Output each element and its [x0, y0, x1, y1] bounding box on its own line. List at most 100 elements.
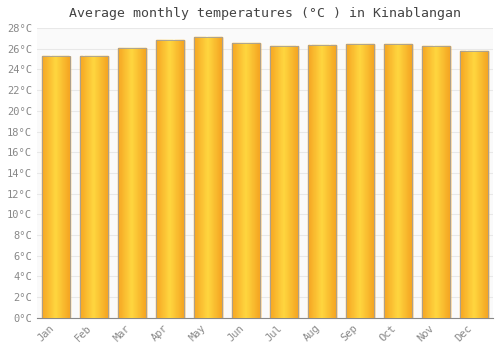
Bar: [205, 37, 206, 318]
Bar: [91, 56, 92, 318]
Bar: [308, 44, 336, 318]
Bar: [65, 56, 66, 318]
Bar: [322, 44, 323, 318]
Bar: [333, 44, 334, 318]
Bar: [485, 51, 486, 318]
Bar: [328, 44, 329, 318]
Bar: [68, 56, 69, 318]
Bar: [364, 44, 366, 318]
Bar: [366, 44, 367, 318]
Bar: [296, 46, 297, 318]
Bar: [435, 46, 436, 318]
Bar: [236, 43, 237, 318]
Bar: [194, 37, 195, 318]
Bar: [410, 44, 411, 318]
Bar: [401, 44, 402, 318]
Bar: [295, 46, 296, 318]
Bar: [352, 44, 353, 318]
Bar: [462, 51, 463, 318]
Bar: [312, 44, 314, 318]
Bar: [353, 44, 354, 318]
Bar: [436, 46, 437, 318]
Bar: [60, 56, 61, 318]
Bar: [179, 41, 180, 318]
Bar: [97, 56, 98, 318]
Bar: [311, 44, 312, 318]
Bar: [400, 44, 401, 318]
Bar: [325, 44, 326, 318]
Bar: [251, 43, 252, 318]
Bar: [405, 44, 406, 318]
Bar: [286, 46, 287, 318]
Bar: [422, 46, 423, 318]
Bar: [47, 56, 48, 318]
Bar: [460, 51, 461, 318]
Bar: [167, 41, 168, 318]
Bar: [69, 56, 70, 318]
Bar: [354, 44, 355, 318]
Bar: [87, 56, 88, 318]
Bar: [211, 37, 212, 318]
Bar: [440, 46, 441, 318]
Bar: [280, 46, 281, 318]
Bar: [245, 43, 246, 318]
Bar: [329, 44, 330, 318]
Bar: [444, 46, 445, 318]
Bar: [291, 46, 292, 318]
Bar: [272, 46, 273, 318]
Bar: [106, 56, 107, 318]
Bar: [362, 44, 363, 318]
Bar: [429, 46, 430, 318]
Bar: [357, 44, 358, 318]
Bar: [241, 43, 242, 318]
Bar: [199, 37, 200, 318]
Bar: [80, 56, 82, 318]
Bar: [158, 41, 159, 318]
Bar: [351, 44, 352, 318]
Bar: [216, 37, 217, 318]
Bar: [486, 51, 487, 318]
Bar: [54, 56, 55, 318]
Bar: [51, 56, 52, 318]
Bar: [62, 56, 63, 318]
Bar: [437, 46, 438, 318]
Bar: [160, 41, 161, 318]
Bar: [277, 46, 278, 318]
Bar: [249, 43, 250, 318]
Bar: [220, 37, 221, 318]
Bar: [118, 48, 146, 318]
Bar: [389, 44, 390, 318]
Bar: [200, 37, 201, 318]
Bar: [93, 56, 94, 318]
Bar: [270, 46, 271, 318]
Bar: [388, 44, 389, 318]
Bar: [232, 43, 260, 318]
Bar: [423, 46, 424, 318]
Bar: [315, 44, 316, 318]
Bar: [434, 46, 435, 318]
Bar: [239, 43, 240, 318]
Bar: [271, 46, 272, 318]
Bar: [282, 46, 283, 318]
Bar: [463, 51, 464, 318]
Bar: [359, 44, 360, 318]
Bar: [123, 48, 124, 318]
Bar: [391, 44, 392, 318]
Bar: [169, 41, 170, 318]
Bar: [176, 41, 177, 318]
Bar: [92, 56, 93, 318]
Bar: [373, 44, 374, 318]
Bar: [258, 43, 259, 318]
Bar: [45, 56, 46, 318]
Bar: [159, 41, 160, 318]
Title: Average monthly temperatures (°C ) in Kinablangan: Average monthly temperatures (°C ) in Ki…: [69, 7, 461, 20]
Bar: [474, 51, 475, 318]
Bar: [385, 44, 386, 318]
Bar: [348, 44, 349, 318]
Bar: [475, 51, 476, 318]
Bar: [107, 56, 108, 318]
Bar: [347, 44, 348, 318]
Bar: [181, 41, 182, 318]
Bar: [80, 56, 108, 318]
Bar: [86, 56, 87, 318]
